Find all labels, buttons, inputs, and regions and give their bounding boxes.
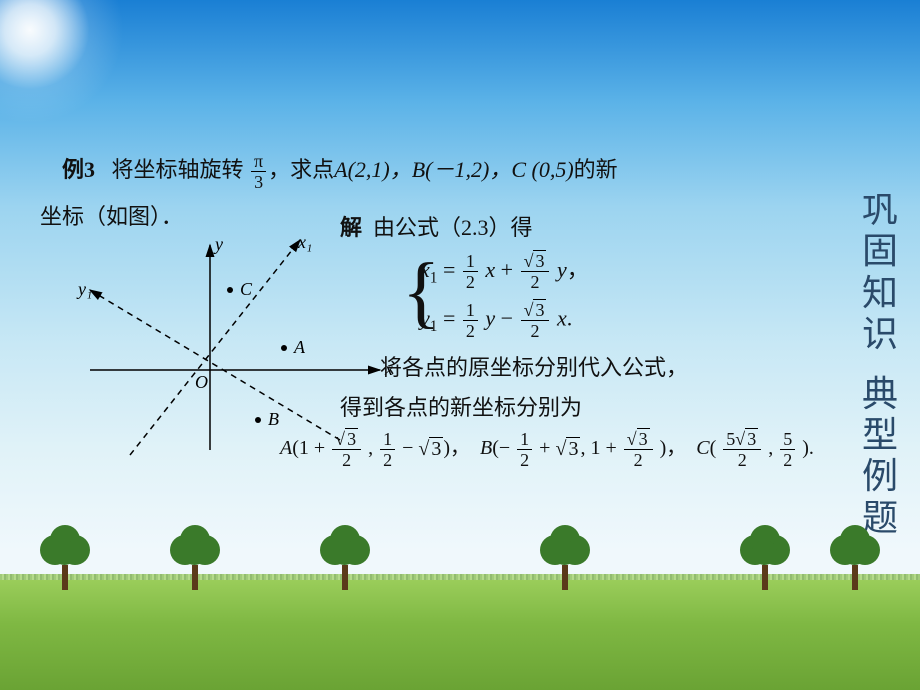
side-title-part1: 巩固知识 — [860, 190, 900, 356]
solution-text-1: 将各点的原坐标分别代入公式， — [380, 350, 840, 382]
ground — [0, 580, 920, 690]
label-y: y — [213, 234, 223, 254]
tree — [830, 525, 880, 590]
example-label: 例3 — [62, 157, 95, 182]
label-A: A — [293, 337, 306, 357]
solution-heading-line: 解 由公式（2.3）得 — [340, 210, 840, 242]
tree — [540, 525, 590, 590]
problem-line-1: 例3 将坐标轴旋转 π 3 ，求点A(2,1)，B(－1,2)，C (0,5)的… — [40, 150, 820, 191]
solution-heading-after: 由公式（2.3）得 — [373, 215, 533, 240]
answer-line: A(1 + 32 , 12 − 3)， B(− 12 + 3, 1 + 32 )… — [280, 430, 840, 469]
side-title-part2: 典型例题 — [860, 374, 900, 540]
side-title: 巩固知识 典型例题 — [860, 190, 900, 539]
problem-text-3: 的新 — [574, 157, 618, 182]
tree — [320, 525, 370, 590]
equation-2: y1 = 12 y − 32 x. — [420, 301, 840, 340]
tree — [170, 525, 220, 590]
label-O: O — [195, 372, 208, 392]
content-area: 例3 将坐标轴旋转 π 3 ，求点A(2,1)，B(－1,2)，C (0,5)的… — [40, 150, 820, 243]
label-C: C — [240, 279, 253, 299]
solution-area: 解 由公式（2.3）得 { x1 = 12 x + 32 y， y1 = 12 … — [340, 210, 840, 469]
solution-label: 解 — [340, 215, 362, 240]
rotation-fraction: π 3 — [251, 152, 266, 191]
problem-text-2: ，求点 — [268, 157, 334, 182]
label-x1: x₁ — [297, 232, 312, 252]
label-B: B — [268, 409, 279, 429]
solution-text-2: 得到各点的新坐标分别为 — [340, 390, 840, 422]
equation-1: x1 = 12 x + 32 y， — [420, 252, 840, 291]
sun-glow — [0, 0, 90, 90]
problem-points: A(2,1)，B(－1,2)，C (0,5) — [334, 157, 574, 182]
problem-text-1: 将坐标轴旋转 — [112, 157, 244, 182]
formula-system: { x1 = 12 x + 32 y， y1 = 12 y − 32 x. — [420, 252, 840, 340]
tree — [740, 525, 790, 590]
label-y1: y₁ — [76, 279, 92, 299]
left-brace-icon: { — [402, 252, 440, 340]
tree — [40, 525, 90, 590]
